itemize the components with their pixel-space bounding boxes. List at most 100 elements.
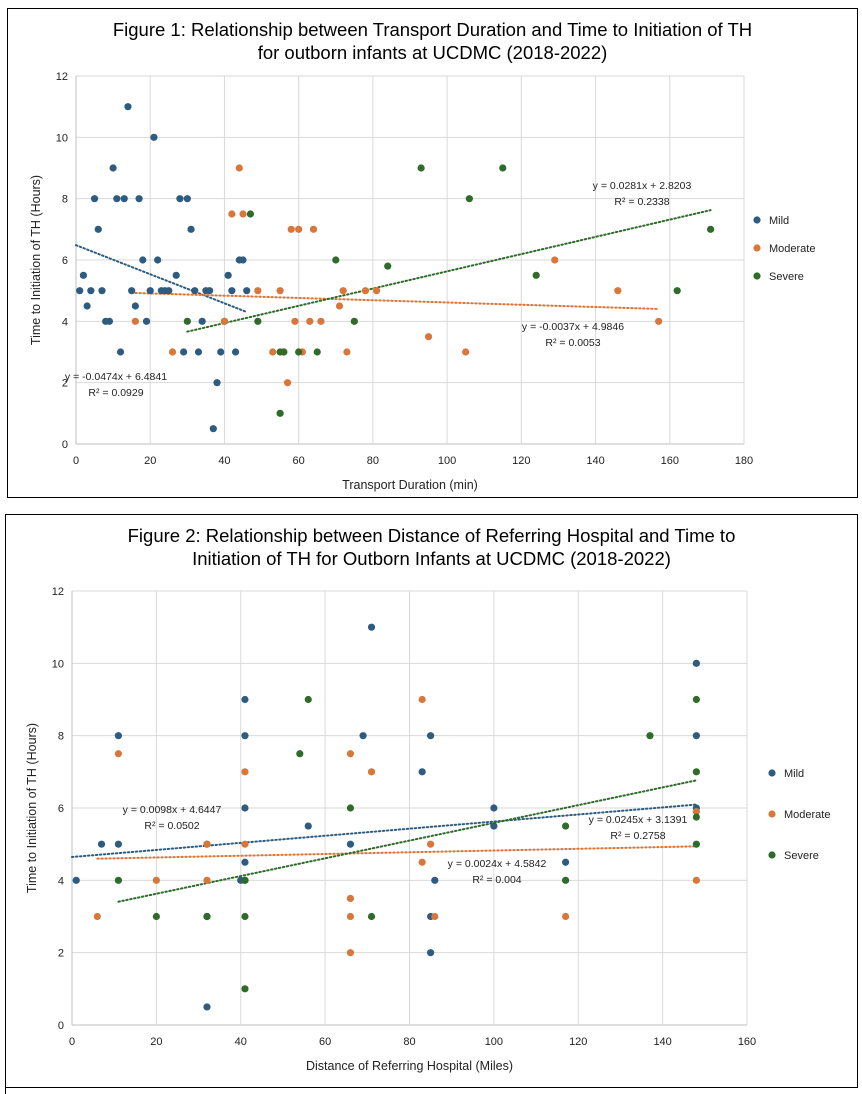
x-tick-label: 180 [735,455,753,467]
data-point [295,348,303,356]
text-cursor [5,1088,6,1094]
data-point [692,659,700,667]
y-axis-title: Time to Initiation of TH (Hours) [29,175,43,345]
data-point [241,768,249,776]
trendline-moderate [134,291,660,310]
chart-title-line-2: Initiation of TH for Outborn Infants at … [192,548,671,569]
data-point [120,195,128,203]
data-point [114,840,123,848]
data-point [291,317,299,325]
x-tick-label: 40 [218,455,230,467]
data-point [131,317,139,325]
data-point [373,287,381,295]
data-point [198,317,206,325]
data-point [304,695,312,704]
data-point [72,876,80,884]
y-axis-title: Time to Initiation of TH (Hours) [25,723,39,893]
data-point [224,271,232,279]
data-point [532,271,540,279]
data-point [431,912,439,921]
data-point [142,317,151,325]
figure-1-chart: Figure 1: Relationship between Transport… [7,8,858,498]
data-point [614,287,622,295]
x-tick-label: 140 [586,455,604,467]
data-point [203,912,211,921]
data-point [332,256,340,264]
data-point [561,912,570,921]
data-point [346,894,355,903]
data-point [246,210,255,218]
series-moderate [93,695,700,957]
y-tick-label: 0 [58,1020,64,1032]
x-tick-label: 100 [485,1036,503,1048]
data-point [317,317,325,325]
data-point [462,348,470,356]
trendline-equation: y = 0.0245x + 3.1391 [589,814,688,826]
data-point [490,804,498,812]
data-point [306,317,314,325]
data-point [241,858,249,866]
x-tick-label: 80 [403,1036,415,1048]
data-point [346,912,355,921]
data-point [295,225,303,233]
data-point [276,409,284,417]
y-tick-label: 6 [58,803,64,815]
y-tick-label: 2 [58,948,64,960]
legend-label: Mild [784,768,804,780]
x-tick-label: 20 [150,1036,162,1048]
data-point [97,840,106,848]
data-point [335,302,344,310]
y-tick-label: 12 [52,586,64,598]
legend-label: Mild [769,215,789,227]
x-tick-label: 40 [235,1036,247,1048]
trendline-r-squared: R² = 0.2338 [614,196,669,208]
trendline-r-squared: R² = 0.0929 [88,387,143,399]
data-point [94,225,102,233]
trendline-severe [186,209,712,333]
trendline-equation: y = 0.0281x + 2.8203 [593,180,692,192]
legend-marker [753,272,761,280]
trendline-equation: y = -0.0474x + 6.4841 [65,371,167,383]
data-point [165,287,173,295]
y-tick-label: 2 [62,378,68,390]
data-point [176,195,184,203]
y-tick-label: 4 [62,316,68,328]
x-tick-label: 0 [69,1036,75,1048]
data-point [241,804,249,812]
x-tick-label: 80 [367,455,379,467]
data-point [187,225,195,233]
data-point [241,985,249,993]
x-axis-title: Distance of Referring Hospital (Miles) [306,1059,513,1073]
chart-title: Figure 2: Relationship between Distance … [6,524,857,570]
trendline-equation: y = 0.0024x + 4.5842 [448,858,547,870]
data-point [231,348,240,356]
data-point [692,876,700,884]
data-point [692,768,700,776]
data-point [707,225,715,233]
data-point [235,164,243,172]
data-point [241,912,249,921]
data-point [361,287,370,295]
data-point [93,912,101,921]
data-point [114,732,123,740]
data-point [367,623,376,631]
data-point [499,164,507,172]
trendline-r-squared: R² = 0.004 [472,874,521,886]
data-point [418,695,426,704]
data-point [113,195,121,203]
series-mild [76,103,251,433]
data-point [152,876,160,884]
data-point [426,949,435,957]
x-tick-label: 140 [653,1036,671,1048]
data-point [241,695,249,704]
data-point [203,1003,211,1011]
trendline-severe [117,779,698,903]
data-point [343,348,351,356]
data-point [417,164,425,172]
data-point [431,876,439,884]
data-point [426,840,435,848]
data-point [346,840,355,848]
data-point [313,348,321,356]
data-point [213,379,221,387]
legend: Mild Moderate Severe [768,768,830,862]
